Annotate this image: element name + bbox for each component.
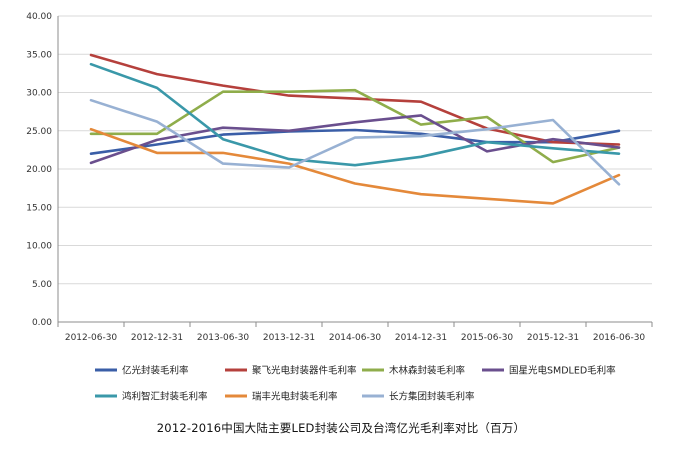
- axes: [57, 16, 653, 327]
- legend-label: 木林森封装毛利率: [389, 365, 466, 377]
- x-tick-label: 2013-12-31: [263, 333, 315, 343]
- x-tick-label: 2014-12-31: [395, 333, 447, 343]
- y-tick-label: 25.00: [26, 127, 52, 137]
- y-tick-label: 30.00: [26, 89, 52, 99]
- x-tick-labels: 2012-06-30 2012-12-31 2013-06-30 2013-12-31…: [65, 333, 646, 343]
- series-line-6: [89, 127, 621, 205]
- x-tick-label: 2015-06-30: [461, 333, 514, 343]
- legend-label: 瑞丰光电封装毛利率: [252, 391, 338, 403]
- legend-label: 聚飞光电封装器件毛利率: [252, 365, 357, 377]
- legend-label: 鸿利智汇封装毛利率: [122, 391, 208, 403]
- x-tick-label: 2016-06-30: [593, 333, 646, 343]
- y-tick-label: 40.00: [26, 12, 52, 22]
- y-tick-label: 5.00: [32, 280, 52, 290]
- series-lines: [89, 53, 621, 205]
- x-tick-label: 2013-06-30: [197, 333, 250, 343]
- series-line-3: [89, 88, 621, 164]
- y-tick-label: 20.00: [26, 165, 52, 175]
- series-line-5: [89, 62, 621, 167]
- x-tick-label: 2015-12-31: [527, 333, 579, 343]
- y-tick-label: 10.00: [26, 242, 52, 252]
- legend-label: 亿光封装毛利率: [122, 365, 189, 377]
- legend-label: 长方集团封装毛利率: [389, 391, 475, 403]
- x-tick-label: 2012-06-30: [65, 333, 118, 343]
- y-tick-label: 15.00: [26, 203, 52, 213]
- x-tick-label: 2014-06-30: [329, 333, 382, 343]
- series-line-7: [89, 98, 621, 186]
- chart-title: 2012-2016中国大陆主要LED封装公司及台湾亿光毛利率对比（百万）: [156, 421, 526, 435]
- y-tick-label: 35.00: [26, 50, 52, 60]
- series-line-2: [89, 53, 621, 146]
- legend-label: 国星光电SMDLED毛利率: [509, 365, 616, 377]
- y-tick-label: 0.00: [32, 318, 52, 328]
- y-tick-labels: 0.00 5.00 10.00 15.00 20.00 25.00 30.00 35.00 40…: [26, 12, 52, 328]
- x-tick-label: 2012-12-31: [131, 333, 183, 343]
- legend: 亿光封装毛利率 聚飞光电封装器件毛利率 木林森封装毛利率 国星光电SMDLED毛利率鸿…: [95, 365, 616, 403]
